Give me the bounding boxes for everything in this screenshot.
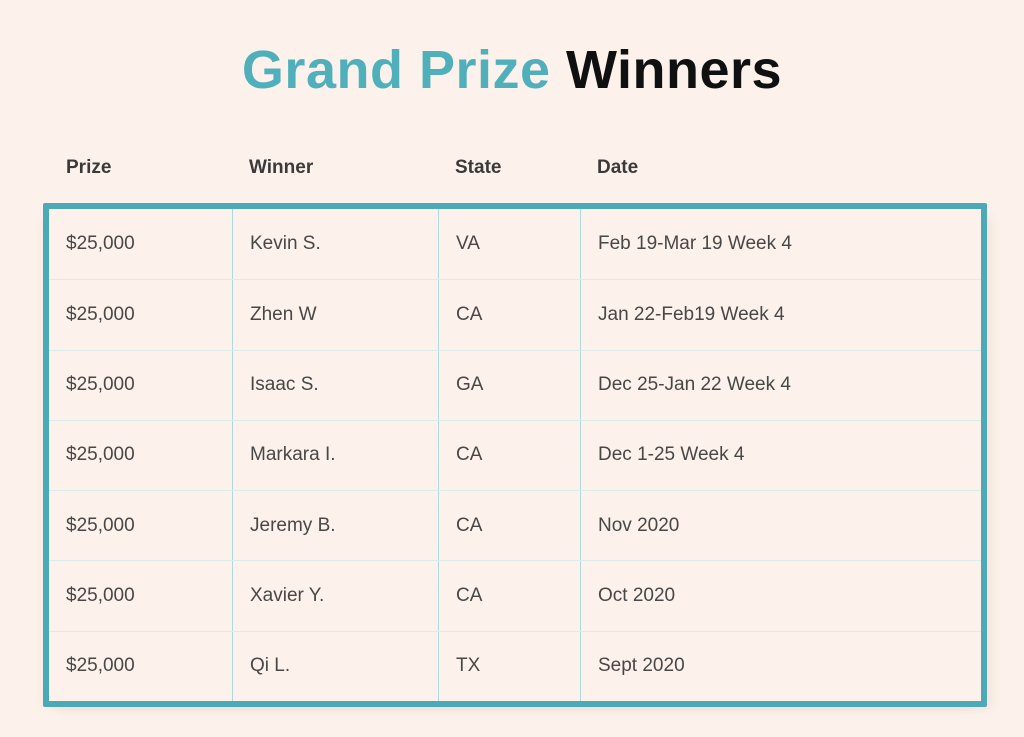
date-cell: Nov 2020 (580, 491, 981, 561)
prize-cell: $25,000 (66, 303, 135, 325)
state-cell: VA (438, 209, 580, 280)
table-row: $25,000 Jeremy B. CA Nov 2020 (49, 490, 981, 561)
column-header-prize: Prize (66, 157, 112, 178)
column-header-state: State (455, 157, 502, 178)
page-title-rest: Winners (566, 40, 783, 100)
table-row: $25,000 Kevin S. VA Feb 19-Mar 19 Week 4 (49, 209, 981, 280)
state-cell: CA (438, 491, 580, 561)
winner-cell: Jeremy B. (232, 491, 438, 561)
state-cell: CA (438, 420, 580, 491)
date-cell: Feb 19-Mar 19 Week 4 (580, 209, 981, 280)
date-cell: Sept 2020 (580, 631, 981, 701)
title-spacer (551, 40, 567, 100)
winner-cell: Isaac S. (232, 350, 438, 420)
prize-cell: $25,000 (66, 444, 135, 466)
page-title: Grand Prize Winners (0, 36, 1024, 104)
table-row: $25,000 Xavier Y. CA Oct 2020 (49, 560, 981, 631)
date-cell: Dec 25-Jan 22 Week 4 (580, 350, 981, 420)
table-row: $25,000 Qi L. TX Sept 2020 (49, 630, 981, 701)
column-header-date: Date (597, 157, 639, 178)
prize-cell: $25,000 (66, 655, 135, 677)
winner-cell: Markara I. (232, 420, 438, 491)
prize-cell: $25,000 (66, 585, 135, 607)
winner-cell: Zhen W (232, 280, 438, 350)
column-header-winner: Winner (249, 157, 314, 178)
prize-cell: $25,000 (66, 514, 135, 536)
date-cell: Dec 1-25 Week 4 (580, 420, 981, 491)
date-cell: Jan 22-Feb19 Week 4 (580, 280, 981, 350)
state-cell: CA (438, 561, 580, 631)
state-cell: TX (438, 631, 580, 701)
winner-cell: Qi L. (232, 631, 438, 701)
table-header-row: Prize Winner State Date (49, 141, 981, 195)
state-cell: GA (438, 350, 580, 420)
prize-cell: $25,000 (66, 374, 135, 396)
state-cell: CA (438, 280, 580, 350)
date-cell: Oct 2020 (580, 561, 981, 631)
table-row: $25,000 Isaac S. GA Dec 25-Jan 22 Week 4 (49, 349, 981, 420)
winners-table: $25,000 Kevin S. VA Feb 19-Mar 19 Week 4… (43, 203, 987, 707)
table-row: $25,000 Zhen W CA Jan 22-Feb19 Week 4 (49, 279, 981, 350)
prize-cell: $25,000 (66, 233, 135, 255)
table-row: $25,000 Markara I. CA Dec 1-25 Week 4 (49, 419, 981, 491)
page-title-highlight: Grand Prize (241, 40, 551, 100)
winner-cell: Xavier Y. (232, 561, 438, 631)
winner-cell: Kevin S. (232, 209, 438, 280)
